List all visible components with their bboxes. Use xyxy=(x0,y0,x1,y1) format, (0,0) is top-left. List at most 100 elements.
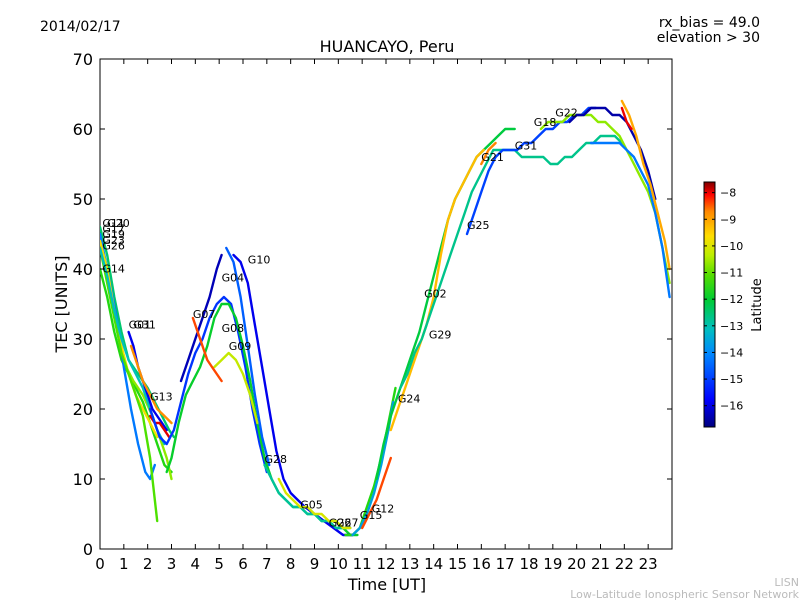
satellite-label-g17: G17 xyxy=(102,223,125,236)
series-line-g02 xyxy=(389,148,485,432)
series-line-g18 xyxy=(539,113,671,285)
series-line-g09 xyxy=(213,351,259,425)
series-line-g10 xyxy=(232,253,354,537)
satellite-label-g19: G19 xyxy=(102,228,125,241)
x-tick-label: 5 xyxy=(214,555,224,573)
satellite-label-g02: G02 xyxy=(424,288,447,301)
x-tick-label: 10 xyxy=(329,555,348,573)
satellite-label-g22: G22 xyxy=(555,106,578,119)
x-tick-label: 17 xyxy=(496,555,515,573)
series-line-g05 xyxy=(277,477,352,530)
series-line-g31b xyxy=(589,141,671,299)
series-line-g07b xyxy=(191,316,223,383)
x-tick-label: 18 xyxy=(519,555,538,573)
elevation-label: elevation > 30 xyxy=(657,30,760,46)
x-tick-label: 22 xyxy=(615,555,634,573)
satellite-label-g31: G31 xyxy=(515,139,538,152)
x-tick-label: 9 xyxy=(310,555,320,573)
series-line-g01 xyxy=(127,330,168,432)
series-line-g32b xyxy=(620,106,633,131)
series-line-g21 xyxy=(480,141,497,166)
y-tick-label: 60 xyxy=(73,120,93,139)
satellite-label-g31: G31 xyxy=(133,319,156,332)
x-tick-label: 19 xyxy=(543,555,562,573)
footer-org-full: Low-Latitude Ionospheric Sensor Network xyxy=(570,588,799,600)
colorbar-ticks: −8 −9 −10 −11 −12 −13 −14 −15 −16 xyxy=(704,187,743,413)
series-line-g04 xyxy=(179,253,223,383)
rx-bias-label: rx_bias = 49.0 xyxy=(659,15,760,31)
satellite-label-g10: G10 xyxy=(248,253,271,266)
y-tick-label: 40 xyxy=(73,260,93,279)
satellite-label-g28: G28 xyxy=(265,453,288,466)
x-tick-label: 2 xyxy=(143,555,153,573)
x-tick-label: 0 xyxy=(95,555,105,573)
satellite-label-g18: G18 xyxy=(534,116,557,129)
x-tick-label: 8 xyxy=(286,555,296,573)
satellite-label-g13: G13 xyxy=(150,391,173,404)
colorbar-tick-label: −8 xyxy=(720,187,736,200)
satellite-label-g25: G25 xyxy=(467,219,490,232)
colorbar-tick-label: −14 xyxy=(720,346,743,359)
x-tick-label: 21 xyxy=(591,555,610,573)
colorbar-tick-label: −10 xyxy=(720,240,743,253)
satellite-label-g12: G12 xyxy=(372,503,395,516)
satellite-label-g24: G24 xyxy=(398,393,421,406)
satellite-label-g08: G08 xyxy=(222,322,245,335)
y-tick-label: 20 xyxy=(73,400,93,419)
footer-org-short: LISN xyxy=(774,576,799,589)
satellite-label-g26: G26 xyxy=(329,517,352,530)
satellite-label-g21: G21 xyxy=(481,151,504,164)
satellite-label-g07: G07 xyxy=(193,308,216,321)
x-tick-label: 20 xyxy=(567,555,586,573)
y-tick-label: 10 xyxy=(73,470,93,489)
chart-title: HUANCAYO, Peru xyxy=(320,37,455,56)
series-line-g32 xyxy=(620,99,671,271)
y-axis-label: TEC [UNITS] xyxy=(52,256,71,354)
series-line-g31a xyxy=(129,344,173,425)
y-tick-label: 50 xyxy=(73,190,93,209)
x-tick-label: 23 xyxy=(639,555,658,573)
x-axis-label: Time [UT] xyxy=(347,575,426,594)
series-line-g14 xyxy=(100,267,173,474)
y-tick-label: 0 xyxy=(83,540,93,559)
x-tick-label: 15 xyxy=(448,555,467,573)
x-tick-label: 7 xyxy=(262,555,272,573)
x-tick-label: 4 xyxy=(191,555,201,573)
satellite-label-g27: G27 xyxy=(336,517,359,530)
x-tick-label: 13 xyxy=(400,555,419,573)
satellite-label-g14: G14 xyxy=(102,263,125,276)
satellite-label-g26: G26 xyxy=(102,239,125,252)
colorbar xyxy=(703,181,716,428)
series-line-g28 xyxy=(263,463,352,530)
axes: 0 1 2 3 4 5 6 7 8 9 10 11 12 13 14 15 16 17 18 19 20 21 22 2301… xyxy=(73,50,672,573)
series-line-g13b xyxy=(148,295,268,474)
series-line-g20 xyxy=(100,225,176,439)
series-layer xyxy=(100,99,671,537)
y-tick-label: 70 xyxy=(73,50,93,69)
x-tick-label: 14 xyxy=(424,555,443,573)
series-line-g12 xyxy=(361,456,392,530)
colorbar-tick-label: −11 xyxy=(720,267,743,280)
colorbar-tick-label: −13 xyxy=(720,320,743,333)
satellite-labels: G11G20G17G19G23G26G14G01G31G13G07G04G10G… xyxy=(102,106,577,529)
colorbar-tick-label: −9 xyxy=(720,213,736,226)
satellite-label-g20: G20 xyxy=(107,217,130,230)
plot-area xyxy=(99,58,673,550)
colorbar-tick-label: −16 xyxy=(720,400,743,413)
satellite-label-g01: G01 xyxy=(129,319,152,332)
x-tick-label: 1 xyxy=(119,555,129,573)
satellite-label-g29: G29 xyxy=(429,328,452,341)
colorbar-label: Latitude xyxy=(750,278,765,332)
satellite-label-g09: G09 xyxy=(229,340,252,353)
series-line-g23 xyxy=(100,246,159,523)
satellite-label-g04: G04 xyxy=(222,272,245,285)
satellite-label-g11: G11 xyxy=(102,217,125,230)
x-tick-label: 6 xyxy=(238,555,248,573)
x-tick-label: 12 xyxy=(376,555,395,573)
y-tick-label: 30 xyxy=(73,330,93,349)
date-label: 2014/02/17 xyxy=(40,19,121,35)
satellite-label-g15: G15 xyxy=(360,509,383,522)
satellite-label-g05: G05 xyxy=(300,498,323,511)
satellite-label-g23: G23 xyxy=(102,234,125,247)
colorbar-tick-label: −12 xyxy=(720,293,743,306)
